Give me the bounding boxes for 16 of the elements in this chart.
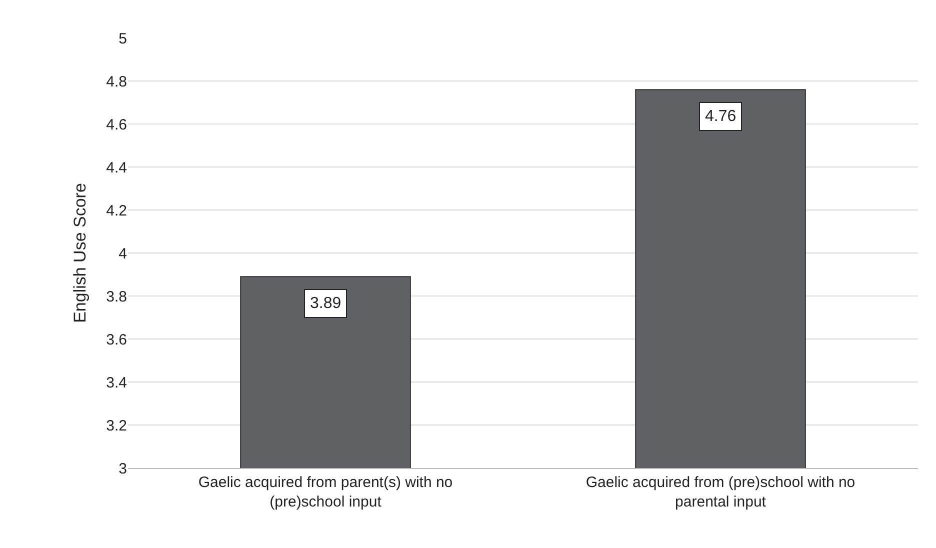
y-tick-label: 3.2	[106, 417, 127, 434]
y-tick-label: 3.8	[106, 288, 127, 306]
y-tick-label: 4.2	[106, 202, 127, 220]
y-tick-label: 4	[118, 245, 127, 262]
y-axis-title: English Use Score	[70, 183, 90, 323]
y-tick-label: 5	[118, 30, 127, 48]
y-tick-label: 3.4	[106, 374, 127, 392]
y-tick-label: 4.4	[106, 159, 127, 176]
data-label: 4.76	[705, 108, 736, 125]
x-tick-label: Gaelic acquired from parent(s) with no (pre)school input	[198, 474, 453, 510]
y-tick-label: 4.6	[106, 116, 127, 134]
y-tick-label: 3	[118, 460, 127, 478]
y-tick-label: 3.6	[106, 331, 127, 348]
data-label: 3.89	[310, 295, 342, 312]
y-tick-label: 4.8	[106, 73, 127, 90]
x-tick-label: Gaelic acquired from (pre)school with no parental input	[586, 474, 856, 510]
